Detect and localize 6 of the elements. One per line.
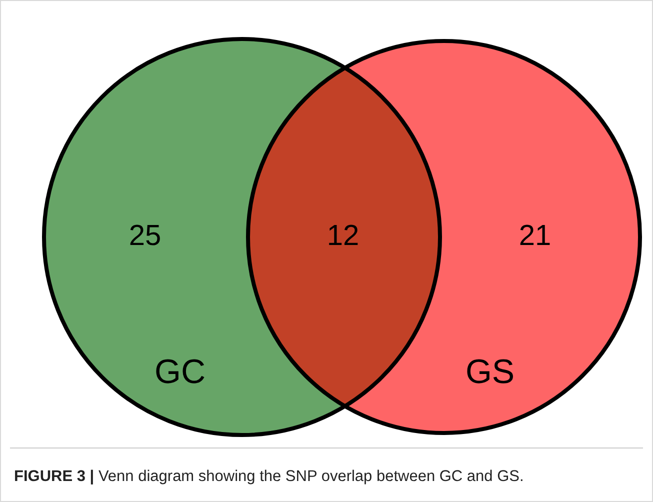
text: FIGURE 3 | Venn diagram showing the SNP overlap between GC and GS. xyxy=(14,468,524,485)
data-label: 21 xyxy=(518,220,552,252)
data-label: 25 xyxy=(128,220,162,252)
data-label: 12 xyxy=(326,220,360,252)
category-label: GS xyxy=(465,353,515,391)
category-label: GC xyxy=(154,353,206,391)
